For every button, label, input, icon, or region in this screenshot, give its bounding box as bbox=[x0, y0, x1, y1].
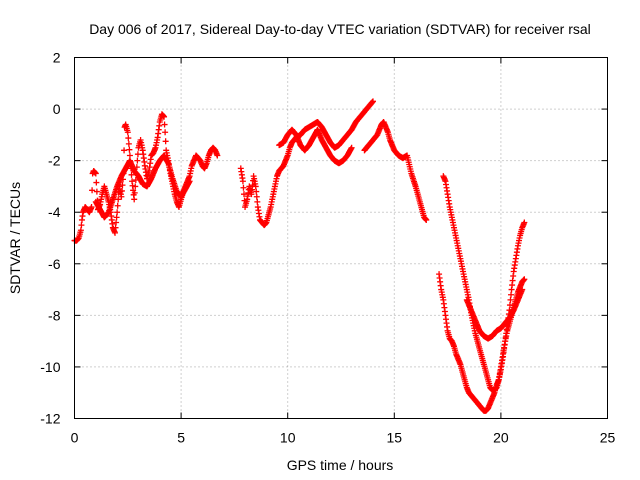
data-point bbox=[115, 196, 122, 203]
y-tick-label: 2 bbox=[53, 50, 61, 66]
x-tick-label: 15 bbox=[387, 430, 403, 446]
data-point bbox=[114, 202, 121, 209]
data-point bbox=[93, 188, 100, 195]
data-point bbox=[118, 187, 125, 194]
data-point bbox=[118, 193, 125, 200]
data-point bbox=[88, 204, 95, 211]
data-point bbox=[162, 129, 169, 136]
y-tick-label: 0 bbox=[53, 101, 61, 117]
data-point bbox=[132, 183, 139, 190]
chart-title: Day 006 of 2017, Sidereal Day-to-day VTE… bbox=[89, 21, 591, 37]
data-point bbox=[161, 113, 168, 120]
data-point bbox=[240, 184, 247, 191]
data-point bbox=[253, 193, 260, 200]
data-point bbox=[348, 144, 355, 151]
data-point bbox=[124, 129, 131, 136]
data-point bbox=[506, 302, 513, 309]
data-series bbox=[276, 126, 355, 167]
x-tick-labels: 0 5 10 15 20 25 bbox=[71, 430, 616, 446]
data-points bbox=[71, 98, 528, 414]
data-point bbox=[125, 135, 132, 142]
data-point bbox=[78, 222, 85, 229]
y-axis-title: SDTVAR / TECUs bbox=[7, 182, 23, 294]
x-tick-label: 10 bbox=[280, 430, 296, 446]
data-series bbox=[440, 173, 528, 394]
data-point bbox=[186, 178, 193, 185]
data-series bbox=[92, 152, 193, 221]
data-point bbox=[125, 140, 132, 147]
y-tick-label: -10 bbox=[40, 359, 60, 375]
data-point bbox=[126, 146, 133, 153]
data-point bbox=[113, 219, 120, 226]
x-tick-label: 25 bbox=[600, 430, 616, 446]
data-series bbox=[237, 98, 376, 229]
data-point bbox=[162, 138, 169, 145]
data-point bbox=[112, 229, 119, 236]
data-point bbox=[126, 152, 133, 159]
data-point bbox=[240, 191, 247, 198]
data-point bbox=[521, 219, 528, 226]
data-point bbox=[89, 187, 96, 194]
data-point bbox=[507, 296, 514, 303]
data-point bbox=[134, 151, 141, 158]
data-point bbox=[134, 157, 141, 164]
data-point bbox=[128, 171, 135, 178]
data-point bbox=[508, 291, 515, 298]
data-point bbox=[131, 196, 138, 203]
data-point bbox=[253, 188, 260, 195]
data-point bbox=[114, 209, 121, 216]
x-tick-label: 0 bbox=[71, 430, 79, 446]
y-tick-label: -6 bbox=[48, 256, 61, 272]
y-tick-label: -4 bbox=[48, 204, 61, 220]
data-series bbox=[436, 219, 528, 414]
grid bbox=[74, 57, 608, 419]
data-point bbox=[239, 178, 246, 185]
data-point bbox=[113, 214, 120, 221]
y-tick-label: -12 bbox=[40, 411, 60, 427]
y-tick-label: -8 bbox=[48, 307, 61, 323]
data-point bbox=[112, 224, 119, 231]
data-point bbox=[252, 183, 259, 190]
x-tick-label: 5 bbox=[177, 430, 185, 446]
y-tick-label: -2 bbox=[48, 153, 61, 169]
data-point bbox=[77, 227, 84, 234]
data-point bbox=[519, 286, 526, 293]
data-point bbox=[93, 179, 100, 186]
y-tick-labels: -12 -10 -8 -6 -4 -2 0 2 bbox=[40, 50, 60, 427]
data-point bbox=[254, 198, 261, 205]
x-axis-title: GPS time / hours bbox=[287, 457, 394, 473]
data-point bbox=[369, 98, 376, 105]
data-series bbox=[361, 118, 430, 223]
data-point bbox=[131, 189, 138, 196]
data-point bbox=[161, 121, 168, 128]
plot-frame bbox=[74, 57, 608, 419]
data-point bbox=[121, 147, 128, 154]
data-point bbox=[214, 152, 221, 159]
x-tick-label: 20 bbox=[493, 430, 509, 446]
data-series bbox=[71, 111, 221, 244]
axis-ticks bbox=[74, 57, 608, 419]
data-point bbox=[521, 276, 528, 283]
data-point bbox=[423, 216, 430, 223]
data-point bbox=[92, 170, 99, 177]
data-series bbox=[463, 286, 526, 342]
